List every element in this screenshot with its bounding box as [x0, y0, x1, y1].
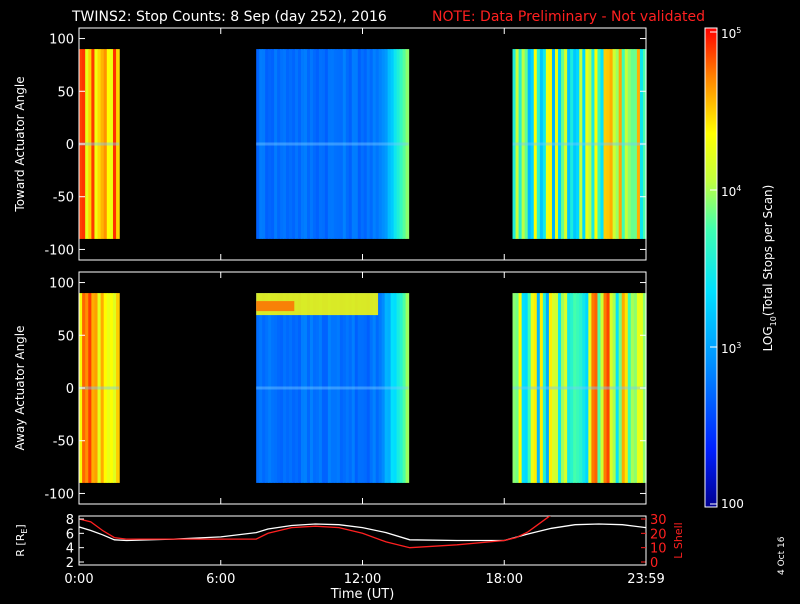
colorbar-tick-1e5: 105	[710, 26, 741, 41]
orbit-left-ytick: 2	[66, 556, 84, 571]
preliminary-note: NOTE: Data Preliminary - Not validated	[432, 9, 705, 25]
orbit-xtick: 0:00	[64, 560, 94, 587]
away-ytick-label: 50	[57, 329, 74, 344]
orbit-xtick: 23:59	[627, 560, 665, 587]
away-ylabel: Away Actuator Angle	[13, 325, 27, 450]
toward-data-block	[512, 49, 647, 239]
away-ytick: 0	[66, 382, 646, 397]
colorbar-gradient	[704, 27, 718, 508]
l-shell-line	[79, 516, 551, 549]
toward-data-block	[79, 49, 120, 239]
colorbar-tick-1e3: 103	[710, 341, 741, 356]
colorbar-tick-1e4: 104	[710, 184, 741, 199]
orbit-right-ytick: 20	[641, 527, 667, 542]
away-data-block	[512, 293, 647, 483]
svg-text:10: 10	[650, 542, 667, 557]
orbit-xtick-label: 0:00	[64, 572, 93, 587]
toward-data-block	[256, 49, 410, 239]
orbit-left-ytick: 6	[66, 527, 84, 542]
orbit-left-ytick: 8	[66, 513, 84, 528]
orbit-right-ytick: 30	[641, 513, 667, 528]
toward-ytick-label: 100	[49, 33, 74, 48]
toward-ytick: -100	[44, 243, 646, 258]
svg-text:8: 8	[66, 513, 74, 528]
orbit-left-ylabel: R [RE]	[14, 524, 29, 556]
away-ytick-label: 100	[49, 277, 74, 292]
orbit-left-ytick: 4	[66, 542, 84, 557]
away-heatmap-panel: 100 50 0 -50 -100 Away Actuator Angle	[13, 271, 647, 505]
date-stamp: 4 Oct 16	[777, 536, 787, 575]
svg-text:100: 100	[721, 497, 744, 511]
svg-text:2: 2	[66, 556, 74, 571]
colorbar: 105 104 103 100 LOG10(Total Stops per Sc…	[704, 26, 778, 511]
colorbar-label: LOG10(Total Stops per Scan)	[761, 185, 778, 352]
svg-text:30: 30	[650, 513, 667, 528]
orbit-right-ytick: 0	[641, 556, 658, 571]
away-data-block	[256, 293, 410, 483]
toward-ytick: 50	[57, 85, 646, 100]
orbit-xtick: 18:00	[486, 560, 523, 587]
toward-ytick-label: -50	[53, 191, 74, 206]
toward-ytick: 100	[49, 33, 646, 48]
svg-text:20: 20	[650, 527, 667, 542]
toward-heatmap-panel: 100 50 0 -50 -100 Toward Actuator Angle	[13, 27, 647, 261]
toward-ytick: -50	[53, 191, 646, 206]
svg-text:103: 103	[721, 341, 741, 356]
toward-ytick-label: 0	[66, 138, 74, 153]
svg-text:0: 0	[650, 556, 658, 571]
colorbar-tick-100: 100	[710, 497, 744, 511]
toward-ytick: 0	[66, 138, 646, 153]
toward-ytick-label: -100	[44, 243, 74, 258]
orbit-xtick-label: 12:00	[344, 572, 381, 587]
svg-text:105: 105	[721, 26, 741, 41]
away-ytick: -100	[44, 487, 646, 502]
toward-ytick-label: 50	[57, 85, 74, 100]
away-data-block	[79, 293, 120, 483]
svg-text:104: 104	[721, 184, 741, 199]
away-ytick: 50	[57, 329, 646, 344]
svg-text:4: 4	[66, 542, 74, 557]
away-ytick-label: -100	[44, 487, 74, 502]
orbit-xlabel: Time (UT)	[330, 587, 395, 600]
away-ytick: -50	[53, 435, 646, 450]
orbit-xtick-label: 18:00	[486, 572, 523, 587]
orbit-right-ytick: 10	[641, 542, 667, 557]
r-distance-line	[79, 523, 646, 542]
away-ytick-label: 0	[66, 382, 74, 397]
orbit-xtick-label: 23:59	[627, 572, 664, 587]
away-ytick: 100	[49, 277, 646, 292]
away-ytick-label: -50	[53, 435, 74, 450]
orbit-xtick: 6:00	[206, 560, 235, 587]
svg-text:6: 6	[66, 527, 74, 542]
orbit-right-ylabel: L Shell	[672, 522, 685, 558]
toward-ylabel: Toward Actuator Angle	[13, 76, 27, 212]
orbit-panel-frame	[78, 515, 647, 566]
orbit-xtick-label: 6:00	[206, 572, 235, 587]
orbit-xtick: 12:00	[344, 560, 381, 587]
plot-title: TWINS2: Stop Counts: 8 Sep (day 252), 20…	[71, 9, 387, 25]
